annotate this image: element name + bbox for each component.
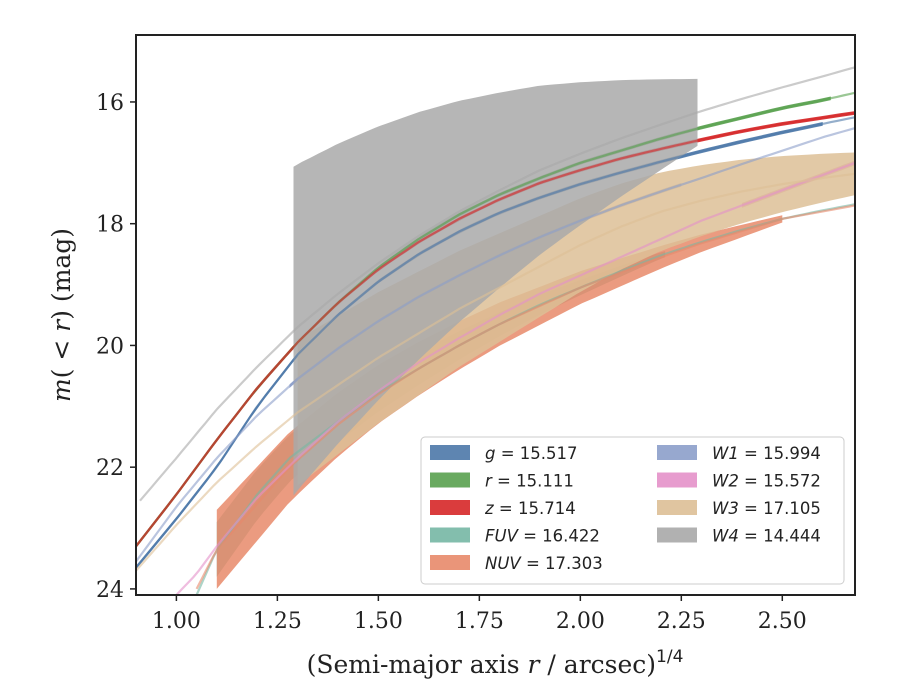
- curve-w4: [139, 66, 855, 502]
- plot-frame: [135, 34, 856, 596]
- legend-label-z: z = 15.714: [484, 499, 576, 518]
- legend-swatch-nuv: [430, 555, 470, 570]
- model-curves: [136, 66, 855, 595]
- y-tick-label: 18: [96, 213, 124, 238]
- legend: g = 15.517 r = 15.111 z = 15.714 FUV = 16.4…: [420, 436, 845, 585]
- band-w4: [293, 78, 698, 496]
- legend-label-w1: W1 = 15.994: [712, 444, 821, 463]
- x-tick-label: 1.25: [253, 609, 302, 634]
- curve-w1: [136, 127, 855, 563]
- legend-label-w3: W3 = 17.105: [712, 499, 821, 518]
- curve-g: [136, 116, 855, 569]
- y-tick-label: 16: [96, 91, 124, 116]
- x-tick-label: 1.00: [152, 609, 201, 634]
- legend-label-w4: W4 = 14.444: [712, 527, 821, 546]
- legend-swatch-g: [430, 445, 470, 460]
- legend-swatch-w1: [657, 445, 697, 460]
- curve-w3: [136, 172, 855, 572]
- legend-swatch-w3: [657, 500, 697, 515]
- legend-label-w2: W2 = 15.572: [712, 472, 821, 491]
- legend-swatch-r: [430, 472, 470, 488]
- legend-label-r: r = 15.111: [485, 472, 574, 491]
- y-tick-label: 20: [96, 334, 124, 359]
- curve-w2: [175, 161, 855, 595]
- uncertainty-bands: [136, 78, 855, 589]
- x-tick-label: 1.75: [455, 609, 504, 634]
- axis-ticks: 1.00 1.25 1.50 1.75 2.00 2.25 2.50 16 18 20 22 24: [96, 91, 807, 634]
- legend-swatch-z: [430, 500, 470, 515]
- legend-swatch-w4: [657, 527, 697, 543]
- curve-z: [136, 111, 855, 547]
- legend-label-fuv: FUV = 16.422: [485, 527, 600, 546]
- x-axis-title: (Semi-major axis r / arcsec)1/4: [307, 647, 684, 679]
- x-tick-label: 2.25: [657, 609, 706, 634]
- legend-label-nuv: NUV = 17.303: [485, 554, 603, 573]
- x-tick-label: 2.00: [556, 609, 605, 634]
- legend-label-g: g = 15.517: [485, 444, 578, 463]
- legend-swatch-w2: [657, 472, 697, 488]
- y-tick-label: 24: [96, 578, 124, 603]
- curve-nuv: [195, 204, 855, 590]
- legend-box: [420, 436, 845, 585]
- legend-swatch-fuv: [430, 527, 470, 543]
- x-tick-label: 2.50: [758, 609, 807, 634]
- y-axis-title: m( < r) (mag): [47, 228, 76, 402]
- x-tick-label: 1.50: [354, 609, 403, 634]
- y-tick-label: 22: [96, 456, 124, 481]
